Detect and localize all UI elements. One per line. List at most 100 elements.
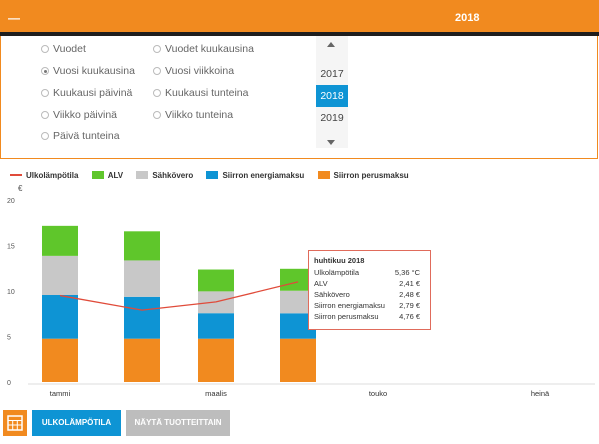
option-kuukausi-tunteina[interactable]: Kuukausi tunteina bbox=[153, 87, 248, 99]
temperature-toggle-button[interactable]: ULKOLÄMPÖTILA bbox=[32, 410, 121, 436]
tooltip-value: 2,79 € bbox=[399, 301, 420, 310]
bar-segment bbox=[198, 313, 234, 339]
options-panel: Vuodet Vuodet kuukausina Vuosi kuukausin… bbox=[0, 36, 598, 159]
chart-tooltip: huhtikuu 2018 Ulkolämpötila 5,36 °C ALV 2,… bbox=[308, 250, 431, 330]
tooltip-value: 4,76 € bbox=[399, 312, 420, 321]
bar-segment bbox=[42, 225, 78, 256]
bar-segment bbox=[280, 338, 316, 382]
tooltip-row: Siirron perusmaksu 4,76 € bbox=[314, 312, 425, 323]
bar-segment bbox=[124, 338, 160, 382]
option-label: Vuodet bbox=[53, 43, 86, 55]
swatch-icon bbox=[91, 171, 104, 179]
tooltip-value: 2,48 € bbox=[399, 290, 420, 299]
y-tick-label: 5 bbox=[7, 335, 11, 342]
swatch-icon bbox=[206, 171, 219, 179]
y-tick-label: 0 bbox=[7, 380, 11, 387]
scroll-down-icon[interactable] bbox=[327, 140, 335, 145]
option-label: Kuukausi päivinä bbox=[53, 87, 133, 99]
table-icon bbox=[7, 415, 23, 431]
year-option-selected[interactable]: 2018 bbox=[316, 85, 348, 107]
tooltip-label: Sähkövero bbox=[314, 290, 350, 299]
tooltip-label: ALV bbox=[314, 279, 328, 288]
bar-segment bbox=[124, 296, 160, 339]
temperature-line bbox=[59, 281, 299, 311]
bar-segment bbox=[42, 255, 78, 296]
option-label: Vuosi kuukausina bbox=[53, 65, 135, 77]
option-kuukausi-paivina[interactable]: Kuukausi päivinä bbox=[41, 87, 132, 99]
year-option[interactable]: 2019 bbox=[320, 112, 344, 124]
radio-icon[interactable] bbox=[41, 111, 49, 119]
chart-legend: Ulkolämpötila ALV Sähkövero Siirron ener… bbox=[10, 171, 420, 180]
option-vuodet[interactable]: Vuodet bbox=[41, 43, 86, 55]
legend-label: Siirron perusmaksu bbox=[333, 171, 409, 180]
radio-icon-selected[interactable] bbox=[41, 67, 49, 75]
swatch-icon bbox=[317, 171, 330, 179]
x-tick-label: touko bbox=[369, 389, 387, 398]
show-by-product-button[interactable]: NÄYTÄ TUOTTEITTAIN bbox=[126, 410, 230, 436]
header-bar: — 2018 bbox=[0, 0, 599, 36]
line-swatch-icon bbox=[10, 174, 22, 176]
radio-icon[interactable] bbox=[41, 45, 49, 53]
option-label: Vuodet kuukausina bbox=[165, 43, 254, 55]
option-vuosi-kuukausina[interactable]: Vuosi kuukausina bbox=[41, 65, 135, 77]
option-viikko-tunteina[interactable]: Viikko tunteina bbox=[153, 109, 233, 121]
tooltip-row: ALV 2,41 € bbox=[314, 279, 425, 290]
bar-segment bbox=[42, 295, 78, 339]
x-tick-label: tammi bbox=[50, 389, 71, 398]
legend-label: Sähkövero bbox=[152, 171, 194, 180]
option-label: Päivä tunteina bbox=[53, 130, 120, 142]
tooltip-value: 5,36 °C bbox=[394, 268, 420, 277]
radio-icon[interactable] bbox=[153, 111, 161, 119]
legend-item-alv[interactable]: ALV bbox=[91, 171, 124, 180]
option-label: Kuukausi tunteina bbox=[165, 87, 249, 99]
option-vuodet-kuukausina[interactable]: Vuodet kuukausina bbox=[153, 43, 254, 55]
radio-icon[interactable] bbox=[153, 89, 161, 97]
y-tick-label: 10 bbox=[7, 289, 15, 296]
tooltip-title: huhtikuu 2018 bbox=[314, 256, 365, 265]
table-view-button[interactable] bbox=[3, 410, 27, 436]
tooltip-label: Siirron energiamaksu bbox=[314, 301, 385, 310]
bar-segment bbox=[198, 269, 234, 292]
bar-segment bbox=[42, 338, 78, 382]
bar-segment bbox=[280, 268, 316, 291]
legend-item-siirron-perusmaksu[interactable]: Siirron perusmaksu bbox=[317, 171, 409, 180]
legend-label: ALV bbox=[107, 171, 124, 180]
tooltip-row: Ulkolämpötila 5,36 °C bbox=[314, 268, 425, 279]
x-tick-label: heinä bbox=[531, 389, 550, 398]
tooltip-row: Sähkövero 2,48 € bbox=[314, 290, 425, 301]
tooltip-label: Ulkolämpötila bbox=[314, 268, 360, 277]
radio-icon[interactable] bbox=[153, 45, 161, 53]
year-selector[interactable]: 2017 2018 2019 bbox=[316, 36, 348, 148]
bar-segment bbox=[198, 338, 234, 382]
radio-icon[interactable] bbox=[41, 132, 49, 140]
swatch-icon bbox=[136, 171, 149, 179]
bar-segment bbox=[124, 231, 160, 261]
legend-item-ulkolampotila[interactable]: Ulkolämpötila bbox=[10, 171, 78, 180]
legend-item-sahkovero[interactable]: Sähkövero bbox=[136, 171, 193, 180]
header-year: 2018 bbox=[455, 12, 480, 24]
legend-label: Ulkolämpötila bbox=[26, 171, 79, 180]
option-label: Vuosi viikkoina bbox=[165, 65, 235, 77]
x-tick-label: maalis bbox=[205, 389, 227, 398]
option-label: Viikko tunteina bbox=[165, 109, 234, 121]
bar-segment bbox=[124, 260, 160, 297]
radio-icon[interactable] bbox=[41, 89, 49, 97]
option-paiva-tunteina[interactable]: Päivä tunteina bbox=[41, 130, 120, 142]
tooltip-label: Siirron perusmaksu bbox=[314, 312, 379, 321]
menu-toggle[interactable]: — bbox=[8, 11, 21, 25]
y-axis-unit: € bbox=[18, 184, 23, 193]
legend-item-siirron-energiamaksu[interactable]: Siirron energiamaksu bbox=[206, 171, 304, 180]
y-tick-label: 15 bbox=[7, 244, 15, 251]
scroll-up-icon[interactable] bbox=[327, 42, 335, 47]
option-vuosi-viikkoina[interactable]: Vuosi viikkoina bbox=[153, 65, 234, 77]
legend-label: Siirron energiamaksu bbox=[222, 171, 305, 180]
year-option[interactable]: 2017 bbox=[320, 68, 344, 80]
radio-icon[interactable] bbox=[153, 67, 161, 75]
option-label: Viikko päivinä bbox=[53, 109, 118, 121]
option-viikko-paivina[interactable]: Viikko päivinä bbox=[41, 109, 117, 121]
bottom-toolbar: ULKOLÄMPÖTILA NÄYTÄ TUOTTEITTAIN bbox=[0, 408, 599, 438]
bar-segment bbox=[280, 290, 316, 314]
y-tick-label: 20 bbox=[7, 198, 15, 205]
tooltip-value: 2,41 € bbox=[399, 279, 420, 288]
stacked-bar-chart: €0 5 10 15 20 tammi maalis touko heinä bbox=[7, 184, 595, 398]
